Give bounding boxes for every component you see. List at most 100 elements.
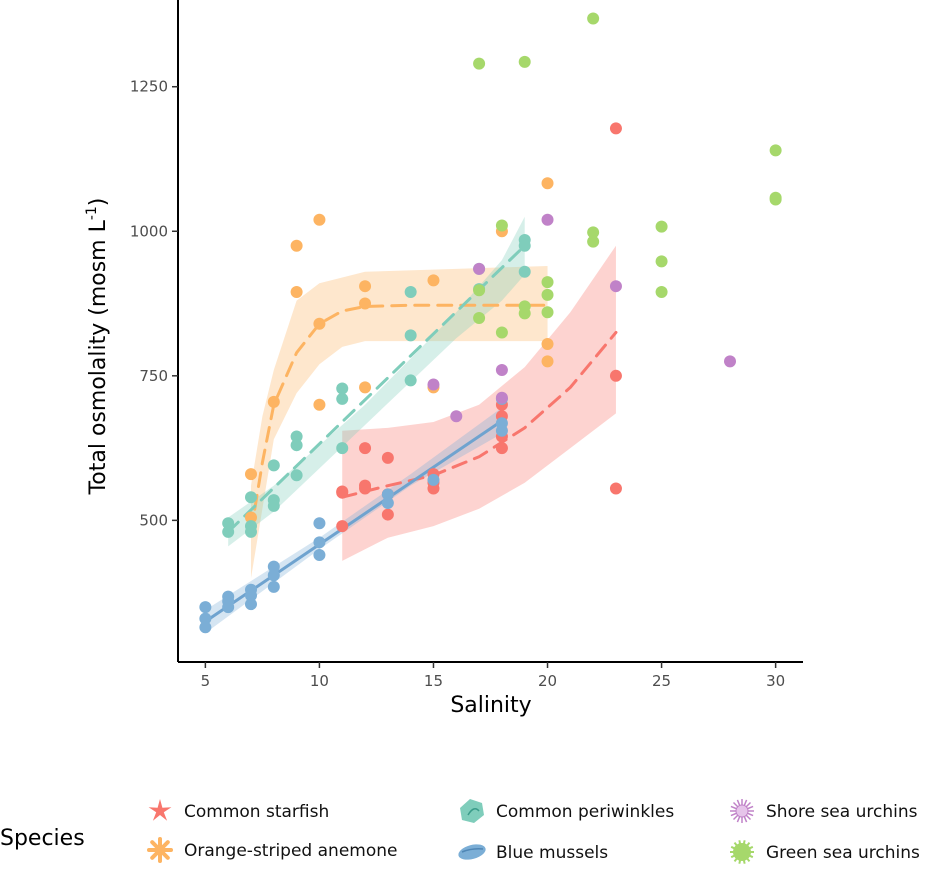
blue-mussels-point	[267, 569, 280, 582]
common-starfish-point	[609, 122, 622, 135]
blue-mussels-point	[313, 517, 326, 530]
common-starfish-point	[359, 442, 372, 455]
mussel-icon	[458, 844, 486, 860]
legend-item-green-sea-urchins: Green sea urchins	[730, 840, 920, 864]
axis-ticks: 500 750 1000 1250 5 10 15 20 25 30	[130, 78, 785, 690]
common-starfish-point	[427, 482, 440, 495]
x-axis-title: Salinity	[450, 693, 531, 718]
common-starfish-point	[336, 520, 349, 533]
orange-striped-anemone-point	[313, 317, 326, 330]
blue-mussels-point	[427, 473, 440, 486]
common-periwinkles-point	[222, 517, 235, 530]
green-sea-urchins-point	[541, 306, 554, 319]
legend-item-common-starfish: Common starfish	[148, 799, 329, 822]
blue-mussels-point	[313, 536, 326, 549]
common-starfish-point	[359, 482, 372, 495]
orange-striped-anemone-point	[541, 177, 554, 190]
legend-item-shore-sea-urchins: Shore sea urchins	[730, 799, 918, 823]
green-sea-urchins-point	[473, 311, 486, 324]
legend-item-blue-mussels: Blue mussels	[458, 843, 608, 863]
common-periwinkles-point	[267, 499, 280, 512]
orange-striped-anemone-point	[541, 355, 554, 368]
blue-mussels-point	[244, 589, 257, 602]
common-periwinkles-point	[518, 239, 531, 252]
orange-striped-anemone-point	[359, 381, 372, 394]
blue-mussels-point	[199, 621, 212, 634]
blue-mussels-point	[381, 497, 394, 510]
green-sea-urchins-point	[518, 55, 531, 68]
blue-mussels-point	[267, 560, 280, 573]
common-periwinkles-point	[404, 374, 417, 387]
y-axis-title: Total osmolality (mosm L-1)	[84, 198, 111, 496]
shore-sea-urchins-point	[450, 410, 463, 423]
green-urchin-icon	[730, 840, 754, 864]
blue-mussels-point	[267, 580, 280, 593]
x-tick-label-5: 5	[201, 672, 211, 690]
orange-striped-anemone-point	[313, 398, 326, 411]
legend-label: Common periwinkles	[496, 802, 674, 822]
confidence-bands	[205, 216, 616, 634]
data-points	[199, 12, 782, 634]
starfish-icon	[148, 799, 172, 821]
common-periwinkles-point	[267, 459, 280, 472]
common-periwinkles-point	[336, 382, 349, 395]
common-periwinkles-point	[336, 442, 349, 455]
orange-striped-anemone-confidence-band	[250, 265, 548, 579]
shore-sea-urchins-point	[427, 378, 440, 391]
common-periwinkles-point	[336, 392, 349, 405]
common-periwinkles-point	[404, 285, 417, 298]
orange-striped-anemone-point	[541, 338, 554, 351]
axes	[177, 0, 803, 663]
orange-striped-anemone-point	[359, 297, 372, 310]
green-sea-urchins-point	[769, 193, 782, 206]
common-starfish-point	[609, 482, 622, 495]
common-periwinkles-point	[518, 265, 531, 278]
common-starfish-point	[609, 369, 622, 382]
common-starfish-point	[336, 486, 349, 499]
anemone-icon	[147, 837, 173, 863]
orange-striped-anemone-fit-line	[249, 303, 550, 534]
blue-mussels-point	[199, 612, 212, 625]
legend-item-common-periwinkles: Common periwinkles	[460, 799, 674, 823]
blue-mussels-point	[381, 488, 394, 501]
green-sea-urchins-point	[587, 226, 600, 239]
x-tick-label-25: 25	[652, 672, 671, 690]
shore-sea-urchins-point	[473, 262, 486, 275]
y-tick-label-500: 500	[139, 511, 168, 529]
blue-mussels-point	[313, 549, 326, 562]
shore-sea-urchins-point	[541, 213, 554, 226]
shore-sea-urchins-point	[724, 355, 737, 368]
y-tick-label-1250: 1250	[130, 78, 168, 96]
common-periwinkles-point	[290, 430, 303, 443]
common-starfish-fit-line	[340, 330, 618, 499]
green-sea-urchins-point	[473, 57, 486, 70]
common-periwinkles-fit-line	[226, 244, 527, 534]
legend-label: Blue mussels	[496, 843, 608, 863]
shore-sea-urchins-point	[495, 391, 508, 404]
orange-striped-anemone-point	[244, 511, 257, 524]
common-periwinkles-point	[244, 525, 257, 538]
y-tick-label-750: 750	[139, 367, 168, 385]
legend-label: Green sea urchins	[766, 843, 920, 863]
shore-urchin-icon	[730, 799, 754, 823]
green-sea-urchins-point	[495, 219, 508, 232]
common-periwinkles-confidence-band	[228, 216, 525, 547]
x-tick-label-10: 10	[310, 672, 329, 690]
blue-mussels-point	[495, 424, 508, 437]
orange-striped-anemone-point	[244, 468, 257, 481]
common-starfish-point	[495, 442, 508, 455]
green-sea-urchins-point	[495, 326, 508, 339]
green-sea-urchins-point	[655, 255, 668, 268]
green-sea-urchins-point	[655, 285, 668, 298]
common-starfish-point	[381, 508, 394, 521]
green-sea-urchins-point	[541, 276, 554, 289]
legend-label: Shore sea urchins	[766, 802, 918, 822]
orange-striped-anemone-point	[290, 285, 303, 298]
green-sea-urchins-point	[655, 220, 668, 233]
legend-label: Orange-striped anemone	[184, 841, 397, 861]
green-sea-urchins-point	[587, 235, 600, 248]
green-sea-urchins-point	[473, 284, 486, 297]
green-sea-urchins-point	[769, 144, 782, 157]
common-periwinkles-point	[244, 491, 257, 504]
